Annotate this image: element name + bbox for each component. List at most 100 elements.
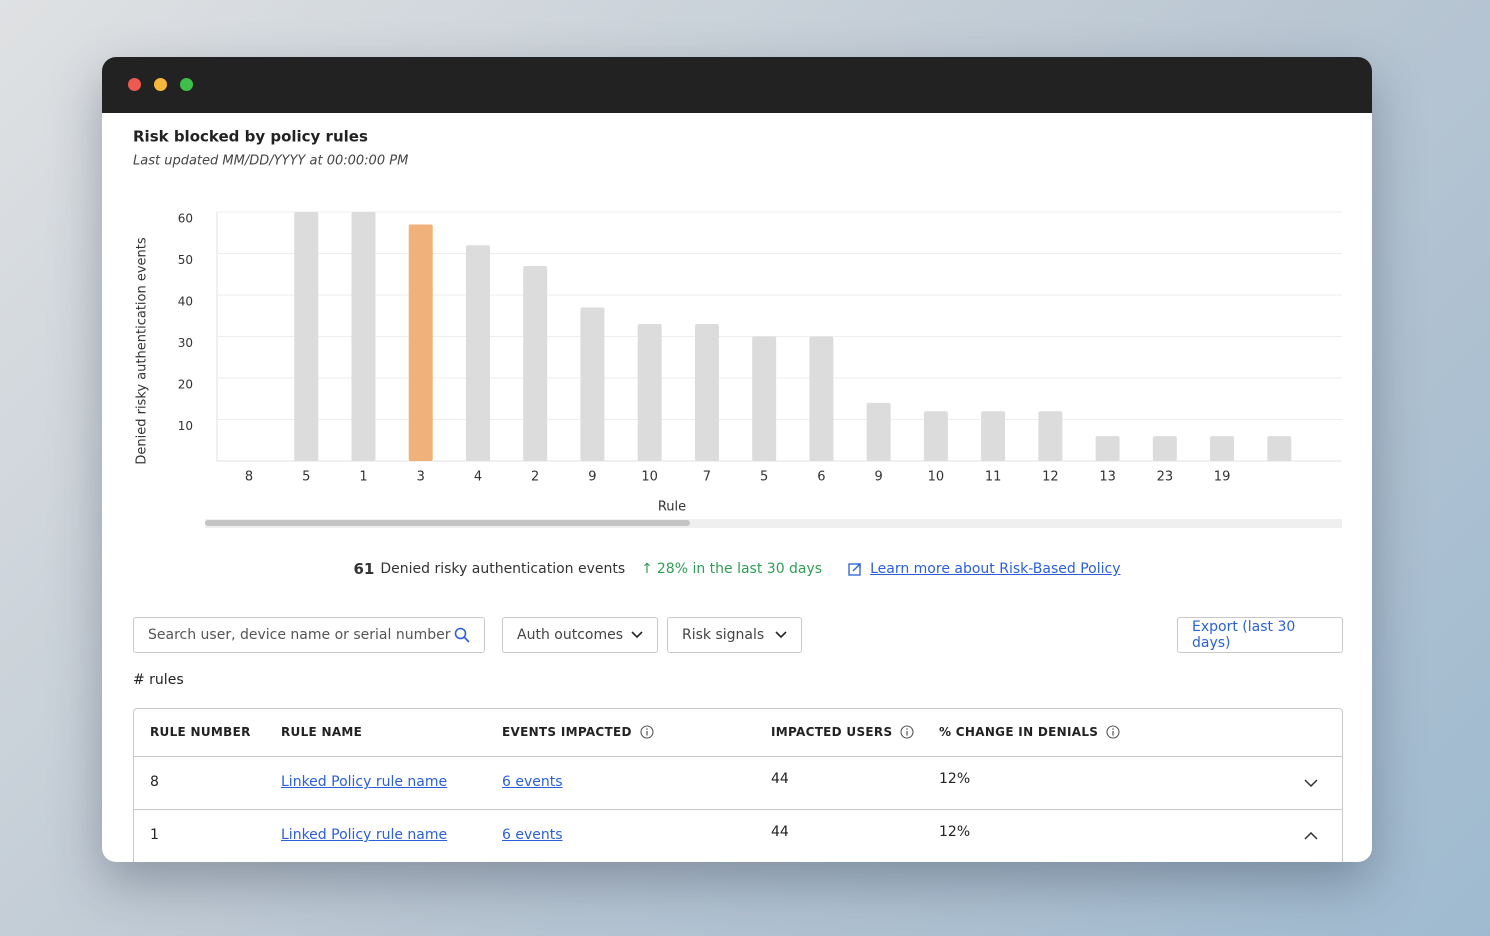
x-tick-label: 5 [302, 470, 310, 485]
summary-count: 61 [353, 560, 375, 578]
search-box[interactable]: Search user, device name or serial numbe… [133, 617, 485, 653]
x-tick-label: 9 [874, 470, 882, 485]
bar [1267, 436, 1292, 461]
bar [351, 212, 376, 461]
bar [1038, 411, 1063, 461]
column-header-text: % CHANGE IN DENIALS [939, 725, 1099, 739]
y-tick-label: 50 [178, 253, 193, 267]
auth-outcomes-dropdown[interactable]: Auth outcomes [502, 617, 658, 653]
cell-link[interactable]: 6 events [502, 827, 563, 843]
table-row: 8 Linked Policy rule name 6 events 44 12% [134, 756, 1342, 810]
scrollbar-thumb[interactable] [205, 520, 690, 526]
bar [694, 324, 719, 461]
column-header-text: RULE NUMBER [150, 725, 251, 739]
y-tick-label: 30 [178, 336, 193, 350]
chevron-down [775, 631, 787, 639]
y-tick-label: 20 [178, 378, 193, 392]
cell-link[interactable]: Linked Policy rule name [281, 774, 448, 790]
maximize-button[interactable] [180, 78, 193, 91]
bar [809, 336, 834, 461]
row-expand-toggle[interactable] [1304, 832, 1318, 840]
table-row: 1 Linked Policy rule name 6 events 44 12% [134, 809, 1342, 862]
x-tick-label: 2 [531, 470, 539, 485]
auth-outcomes-label: Auth outcomes [517, 627, 623, 643]
x-tick-label: 13 [1099, 470, 1116, 485]
info-icon [640, 725, 654, 739]
x-axis-label: Rule [658, 500, 686, 515]
bar [866, 402, 891, 461]
summary-change: 28% in the last 30 days [656, 561, 823, 577]
chevron-down [631, 631, 643, 639]
learn-more-link[interactable]: Learn more about Risk-Based Policy [870, 561, 1121, 577]
x-tick-label: 10 [928, 470, 945, 485]
x-tick-label: 12 [1042, 470, 1059, 485]
bar [580, 307, 605, 461]
column-header-text: EVENTS IMPACTED [502, 725, 632, 739]
risk-signals-label: Risk signals [682, 627, 765, 643]
info-icon [1106, 725, 1120, 739]
column-header: % CHANGE IN DENIALS [939, 725, 1120, 739]
bar [294, 212, 319, 461]
search-placeholder: Search user, device name or serial numbe… [148, 627, 451, 643]
bar [408, 224, 433, 461]
table-cell: 12% [939, 824, 971, 840]
y-tick-label: 60 [178, 212, 193, 226]
close-button[interactable] [128, 78, 141, 91]
table-caption: # rules [133, 672, 184, 688]
title-bar [102, 57, 1372, 113]
y-axis-label: Denied risky authentication events [135, 237, 150, 465]
bar [637, 324, 662, 461]
bar [1095, 436, 1120, 461]
summary: 61 Denied risky authentication events ↑ … [102, 560, 1372, 578]
table-cell: 8 [150, 774, 159, 790]
column-header: EVENTS IMPACTED [502, 725, 654, 739]
risk-signals-dropdown[interactable]: Risk signals [667, 617, 802, 653]
minimize-button[interactable] [154, 78, 167, 91]
cell-link[interactable]: 6 events [502, 774, 563, 790]
bar [923, 411, 948, 461]
export-button[interactable]: Export (last 30 days) [1177, 617, 1343, 653]
table-cell: 44 [771, 771, 789, 787]
y-tick-label: 40 [178, 295, 193, 309]
table-cell: 44 [771, 824, 789, 840]
x-tick-label: 11 [985, 470, 1002, 485]
search-icon [454, 627, 470, 643]
x-tick-label: 1 [359, 470, 367, 485]
summary-text: Denied risky authentication events [380, 561, 626, 577]
rules-table: RULE NUMBER RULE NAME EVENTS IMPACTED IMPAC… [133, 708, 1343, 862]
x-tick-label: 7 [703, 470, 711, 485]
bar [1210, 436, 1235, 461]
bar [1152, 436, 1177, 461]
x-tick-label: 10 [641, 470, 658, 485]
x-tick-label: 5 [760, 470, 768, 485]
summary-change-arrow: ↑ [641, 561, 653, 577]
scrollbar-track[interactable] [205, 519, 1342, 528]
x-tick-label: 8 [245, 470, 253, 485]
bar [523, 265, 548, 461]
x-tick-label: 6 [817, 470, 825, 485]
window: Risk blocked by policy rules Last update… [102, 57, 1372, 862]
bar [752, 336, 777, 461]
bar [465, 245, 490, 461]
column-header: RULE NAME [281, 725, 362, 739]
export-label: Export (last 30 days) [1192, 619, 1296, 651]
table-cell: 12% [939, 771, 971, 787]
x-tick-label: 9 [588, 470, 596, 485]
column-header: RULE NUMBER [150, 725, 251, 739]
x-tick-label: 23 [1157, 470, 1174, 485]
column-header-text: RULE NAME [281, 725, 363, 739]
chart-title: Risk blocked by policy rules [133, 128, 368, 146]
column-header: IMPACTED USERS [771, 725, 914, 739]
bar [981, 411, 1006, 461]
cell-link[interactable]: Linked Policy rule name [281, 827, 448, 843]
x-tick-label: 3 [417, 470, 425, 485]
y-tick-label: 10 [178, 419, 193, 433]
x-tick-label: 19 [1214, 470, 1231, 485]
chart-subtitle: Last updated MM/DD/YYYY at 00:00:00 PM [133, 154, 408, 169]
row-expand-toggle[interactable] [1304, 779, 1318, 787]
external-link-icon [848, 563, 861, 576]
column-header-text: IMPACTED USERS [771, 725, 893, 739]
x-tick-label: 4 [474, 470, 482, 485]
info-icon [900, 725, 914, 739]
